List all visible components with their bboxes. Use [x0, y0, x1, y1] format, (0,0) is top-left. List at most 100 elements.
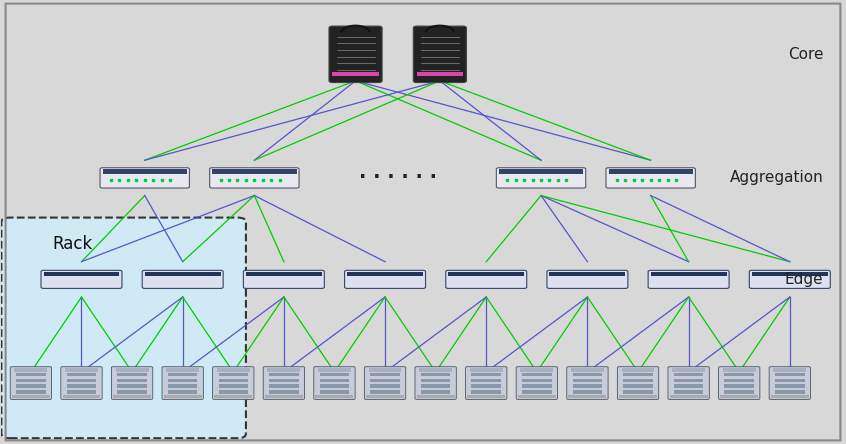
Bar [622, 368, 655, 372]
Bar [366, 395, 404, 398]
FancyBboxPatch shape [516, 367, 558, 399]
Bar [624, 390, 653, 394]
Bar [470, 368, 503, 372]
Bar [67, 385, 96, 388]
Bar [471, 373, 501, 377]
Bar [624, 385, 653, 388]
FancyBboxPatch shape [314, 367, 355, 399]
Bar [522, 385, 552, 388]
FancyBboxPatch shape [769, 367, 810, 399]
Bar [168, 373, 197, 377]
Bar [269, 373, 299, 377]
FancyBboxPatch shape [567, 367, 608, 399]
Bar [775, 373, 805, 377]
Bar [421, 390, 450, 394]
Bar [269, 390, 299, 394]
Bar [212, 169, 296, 174]
Bar [217, 368, 250, 372]
Bar [320, 373, 349, 377]
FancyBboxPatch shape [668, 367, 709, 399]
Bar [724, 373, 754, 377]
Bar [145, 272, 221, 276]
FancyBboxPatch shape [414, 26, 466, 83]
Bar [471, 385, 501, 388]
Bar [347, 272, 423, 276]
Bar [65, 368, 98, 372]
Bar [624, 373, 653, 377]
FancyBboxPatch shape [750, 270, 830, 289]
FancyBboxPatch shape [365, 367, 406, 399]
Bar [63, 395, 101, 398]
Bar [670, 395, 707, 398]
Bar [218, 379, 248, 382]
FancyBboxPatch shape [618, 367, 659, 399]
Bar [67, 390, 96, 394]
FancyBboxPatch shape [648, 270, 729, 289]
Bar [16, 385, 46, 388]
Bar [775, 379, 805, 382]
Bar [624, 379, 653, 382]
Bar [320, 379, 349, 382]
Bar [168, 379, 197, 382]
Bar [67, 379, 96, 382]
FancyBboxPatch shape [41, 270, 122, 289]
Text: Rack: Rack [52, 235, 92, 253]
Bar [12, 395, 50, 398]
Bar [16, 379, 46, 382]
Bar [522, 373, 552, 377]
Text: Core: Core [788, 47, 823, 62]
Bar [608, 169, 693, 174]
Bar [724, 385, 754, 388]
Bar [371, 385, 400, 388]
Bar [448, 272, 525, 276]
FancyBboxPatch shape [210, 168, 299, 188]
Bar [499, 169, 583, 174]
Bar [471, 390, 501, 394]
Bar [332, 72, 379, 76]
Bar [720, 395, 758, 398]
Bar [218, 390, 248, 394]
Bar [67, 373, 96, 377]
Bar [16, 390, 46, 394]
Bar [569, 395, 607, 398]
Bar [267, 368, 300, 372]
Bar [619, 395, 657, 398]
FancyBboxPatch shape [344, 270, 426, 289]
Bar [520, 368, 553, 372]
Bar [421, 373, 450, 377]
Bar [218, 385, 248, 388]
Bar [166, 368, 199, 372]
Bar [724, 390, 754, 394]
FancyBboxPatch shape [10, 367, 52, 399]
Bar [116, 368, 149, 372]
Bar [651, 272, 727, 276]
Bar [16, 373, 46, 377]
Bar [571, 368, 604, 372]
Bar [724, 379, 754, 382]
Bar [522, 390, 552, 394]
Bar [218, 373, 248, 377]
Bar [371, 373, 400, 377]
Bar [673, 368, 705, 372]
FancyBboxPatch shape [61, 367, 102, 399]
Bar [118, 373, 147, 377]
Text: Aggregation: Aggregation [730, 170, 823, 186]
Bar [771, 395, 809, 398]
Bar [371, 379, 400, 382]
Bar [421, 379, 450, 382]
FancyBboxPatch shape [465, 367, 507, 399]
Bar [164, 395, 201, 398]
Bar [417, 72, 463, 76]
Bar [722, 368, 755, 372]
Bar [113, 395, 151, 398]
Bar [674, 390, 703, 394]
Bar [417, 395, 454, 398]
Bar [118, 379, 147, 382]
Bar [269, 379, 299, 382]
FancyBboxPatch shape [162, 367, 203, 399]
Bar [168, 390, 197, 394]
Bar [316, 395, 354, 398]
Bar [471, 379, 501, 382]
Bar [168, 385, 197, 388]
Bar [318, 368, 351, 372]
